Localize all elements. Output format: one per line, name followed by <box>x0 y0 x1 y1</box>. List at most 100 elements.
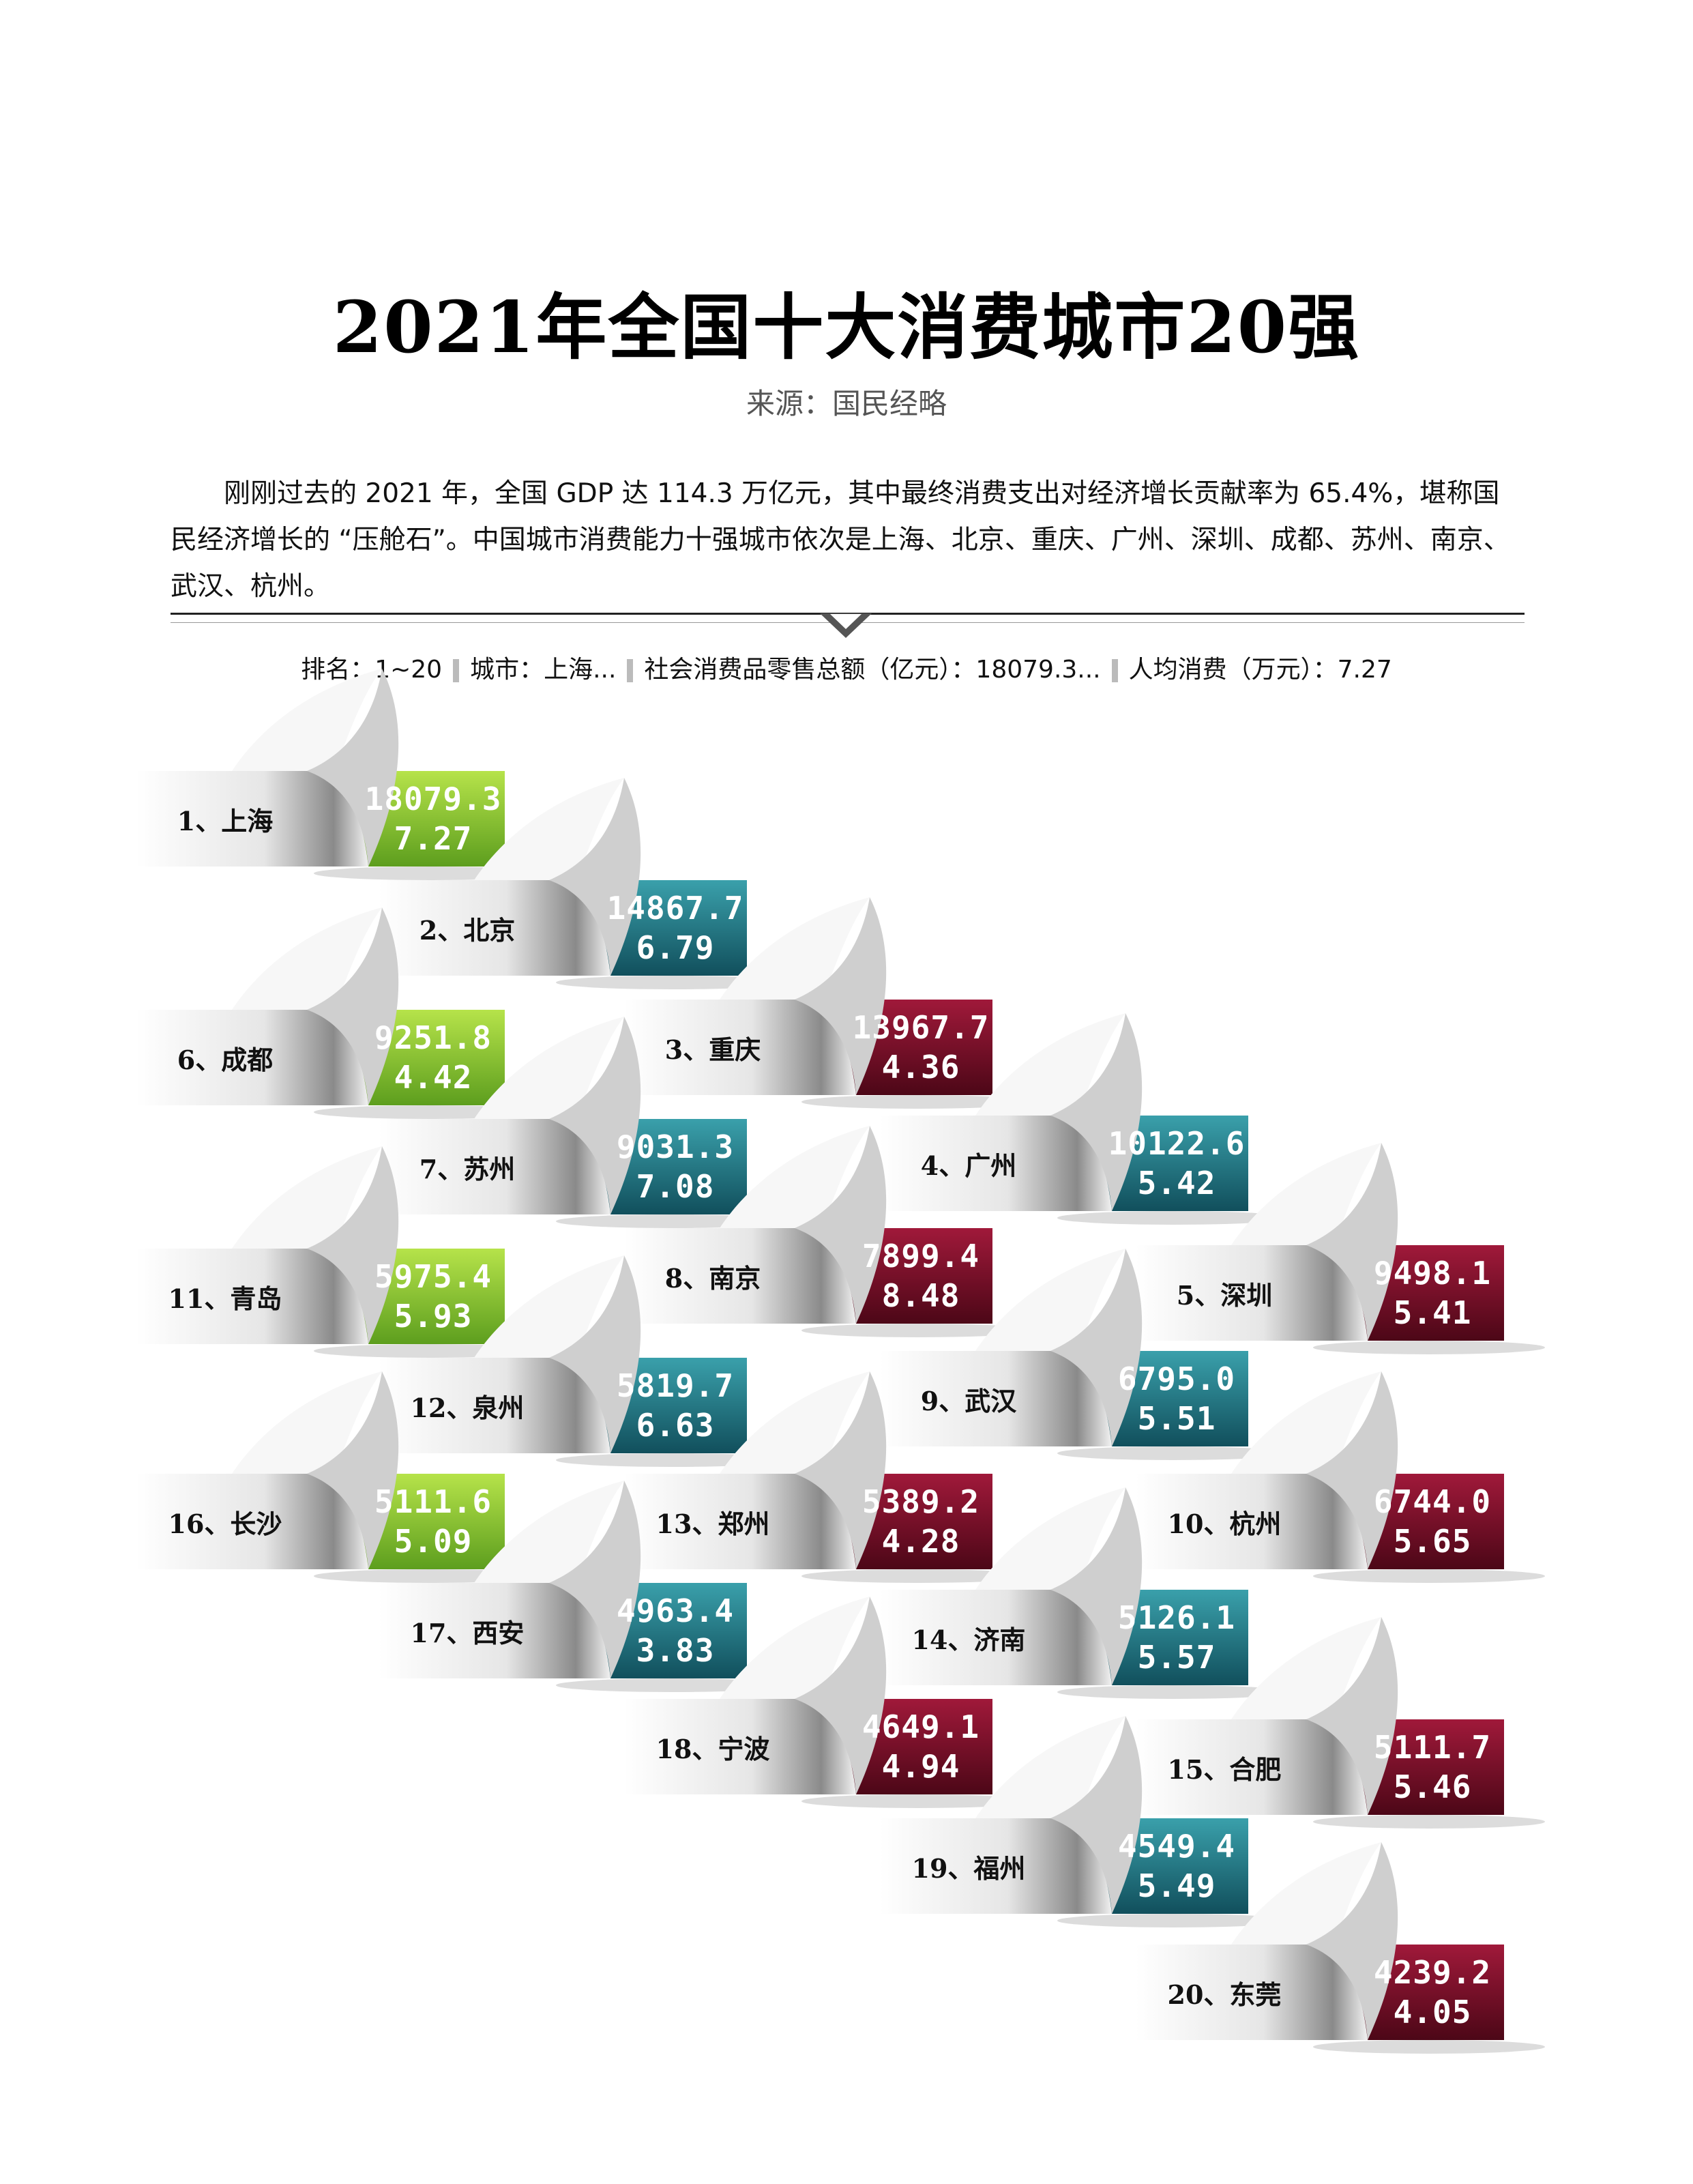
legend-retail: 社会消费品零售总额（亿元）：18079.3... <box>644 656 1101 684</box>
city-rank-label: 6、成都 <box>177 1044 274 1075</box>
city-rank-label: 20、东莞 <box>1167 1979 1282 2010</box>
per-capita-value: 5.46 <box>1393 1768 1472 1805</box>
retail-value: 5111.6 <box>374 1483 492 1520</box>
page-curl-icon <box>624 1126 1033 1337</box>
city-rank-label: 7、苏州 <box>419 1153 516 1184</box>
value-tag: 14867.7 6.79 <box>604 880 747 976</box>
value-tag: 18079.3 7.27 <box>362 771 505 867</box>
page-curl-icon <box>1136 1617 1545 1829</box>
city-rank-label: 16、长沙 <box>168 1508 282 1539</box>
per-capita-value: 4.36 <box>881 1049 960 1086</box>
per-capita-value: 6.79 <box>636 929 715 966</box>
city-rank-label: 15、合肥 <box>1167 1753 1282 1785</box>
legend-separator <box>627 659 634 682</box>
page-title: 2021年全国十大消费城市20强 <box>332 285 1361 369</box>
value-tag: 10122.6 5.42 <box>1105 1116 1248 1211</box>
retail-value: 5975.4 <box>374 1258 492 1295</box>
value-tag: 9251.8 4.42 <box>362 1010 505 1105</box>
value-tag: 4649.1 4.94 <box>849 1699 992 1794</box>
per-capita-value: 7.08 <box>636 1168 715 1205</box>
legend-separator <box>453 659 460 682</box>
city-rank-label: 9、武汉 <box>920 1385 1017 1416</box>
city-rank-label: 2、北京 <box>419 914 516 946</box>
per-capita-value: 5.41 <box>1393 1294 1472 1331</box>
legend-city: 城市：上海... <box>470 656 617 684</box>
per-capita-value: 5.93 <box>394 1298 473 1335</box>
page-curl-icon <box>379 778 788 989</box>
retail-value: 9251.8 <box>374 1019 492 1056</box>
value-tag: 5111.6 5.09 <box>362 1474 505 1569</box>
value-tag: 5126.1 5.57 <box>1105 1590 1248 1685</box>
city-rank-label: 18、宁波 <box>656 1733 770 1764</box>
city-rank-label: 11、青岛 <box>168 1283 282 1314</box>
page-curl-icon <box>624 1597 1033 1808</box>
value-tag: 5819.7 6.63 <box>604 1358 747 1453</box>
city-rank-label: 1、上海 <box>177 805 274 836</box>
page-curl-icon <box>624 1371 1033 1583</box>
page-curl-icon <box>880 1013 1289 1225</box>
city-rank-label: 10、杭州 <box>1167 1508 1282 1539</box>
retail-value: 5111.7 <box>1373 1729 1492 1766</box>
retail-value: 9031.3 <box>616 1129 735 1165</box>
city-rank-label: 4、广州 <box>920 1150 1017 1181</box>
page-curl-icon <box>880 1487 1289 1699</box>
page-curl-icon <box>880 1716 1289 1927</box>
retail-value: 18079.3 <box>364 781 502 817</box>
city-rank-label: 19、福州 <box>911 1852 1026 1884</box>
retail-value: 14867.7 <box>606 890 744 927</box>
page-curl-icon <box>379 1481 788 1692</box>
page-curl-icon <box>1136 1143 1545 1354</box>
per-capita-value: 4.42 <box>394 1059 473 1096</box>
city-rank-label: 12、泉州 <box>410 1392 525 1423</box>
per-capita-value: 4.28 <box>881 1523 960 1560</box>
value-tag: 5975.4 5.93 <box>362 1249 505 1344</box>
page-curl-icon <box>136 1371 546 1583</box>
per-capita-value: 4.94 <box>881 1748 960 1785</box>
retail-value: 6795.0 <box>1117 1360 1236 1397</box>
per-capita-value: 3.83 <box>636 1632 715 1669</box>
retail-value: 5819.7 <box>616 1367 735 1404</box>
retail-value: 7899.4 <box>862 1238 980 1275</box>
city-rank-label: 14、济南 <box>911 1624 1026 1655</box>
value-tag: 6744.0 5.65 <box>1361 1474 1504 1569</box>
retail-value: 4549.4 <box>1117 1828 1236 1865</box>
page-curl-icon <box>880 1249 1289 1460</box>
city-rank-label: 5、深圳 <box>1176 1279 1273 1311</box>
city-rank-label: 13、郑州 <box>656 1508 770 1539</box>
per-capita-value: 7.27 <box>394 820 473 857</box>
retail-value: 13967.7 <box>852 1009 990 1046</box>
retail-value: 5126.1 <box>1117 1599 1236 1636</box>
city-rank-label: 8、南京 <box>664 1262 761 1294</box>
value-tag: 13967.7 4.36 <box>849 1000 992 1095</box>
value-tag: 4963.4 3.83 <box>604 1583 747 1678</box>
value-tag: 6795.0 5.51 <box>1105 1351 1248 1446</box>
per-capita-value: 8.48 <box>881 1277 960 1314</box>
intro-paragraph: 刚刚过去的 2021 年，全国 GDP 达 114.3 万亿元，其中最终消费支出… <box>171 478 1510 602</box>
page-curl-icon <box>624 897 1033 1109</box>
city-rank-label: 17、西安 <box>410 1617 525 1648</box>
retail-value: 4239.2 <box>1373 1954 1492 1991</box>
per-capita-value: 5.09 <box>394 1523 473 1560</box>
value-tag: 7899.4 8.48 <box>849 1228 992 1324</box>
per-capita-value: 6.63 <box>636 1407 715 1444</box>
per-capita-value: 4.05 <box>1393 1994 1472 2030</box>
per-capita-value: 5.57 <box>1137 1639 1216 1676</box>
value-tag: 9031.3 7.08 <box>604 1119 747 1214</box>
per-capita-value: 5.42 <box>1137 1165 1216 1202</box>
per-capita-value: 5.49 <box>1137 1867 1216 1904</box>
page-curl-icon <box>1136 1371 1545 1583</box>
per-capita-value: 5.65 <box>1393 1523 1472 1560</box>
retail-value: 4649.1 <box>862 1708 980 1745</box>
value-tag: 5389.2 4.28 <box>849 1474 992 1569</box>
city-rank-label: 3、重庆 <box>664 1034 761 1065</box>
source-line: 来源：国民经略 <box>746 387 947 420</box>
value-tag: 4549.4 5.49 <box>1105 1818 1248 1914</box>
legend-per-capita: 人均消费（万元）：7.27 <box>1128 656 1392 684</box>
retail-value: 4963.4 <box>616 1592 735 1629</box>
retail-value: 10122.6 <box>1108 1125 1246 1162</box>
value-tag: 5111.7 5.46 <box>1361 1719 1504 1815</box>
per-capita-value: 5.51 <box>1137 1400 1216 1437</box>
retail-value: 5389.2 <box>862 1483 980 1520</box>
retail-value: 9498.1 <box>1373 1255 1492 1292</box>
page-curl-icon <box>1136 1842 1545 2054</box>
